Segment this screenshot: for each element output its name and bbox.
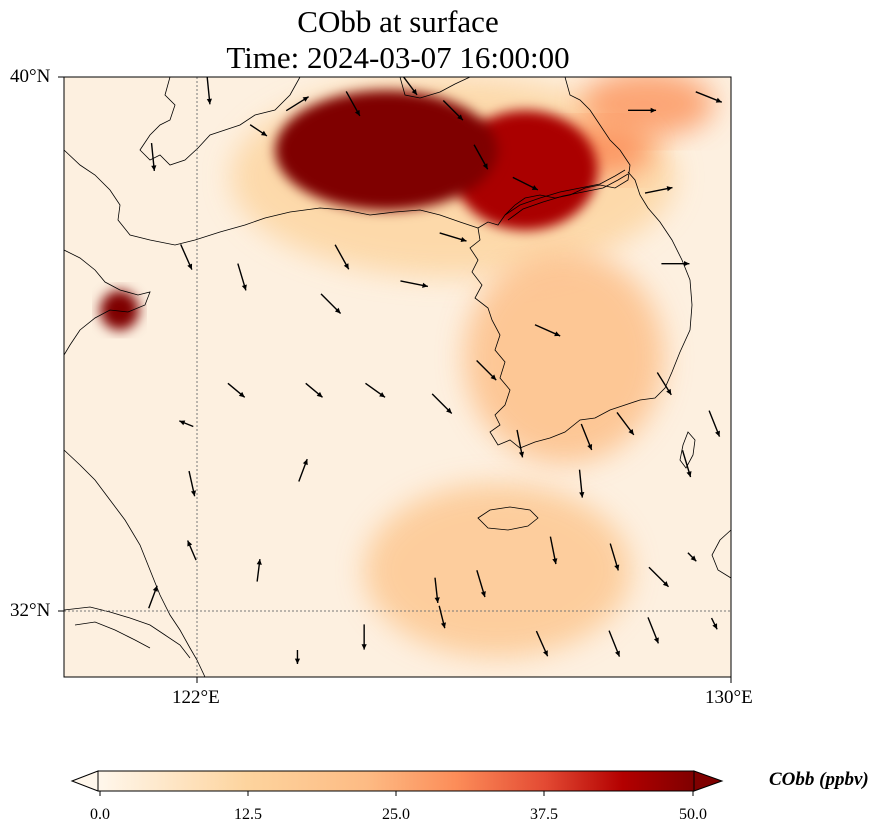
- wind-vector-arrow: [320, 293, 342, 314]
- lat-tick-label-40: 40°N: [10, 66, 51, 87]
- colorbar-tick-label: 0.0: [90, 806, 110, 823]
- dmz-boundary: [504, 169, 626, 216]
- wind-vector-arrow: [616, 412, 635, 436]
- wind-vector-arrow: [442, 100, 464, 121]
- wind-vector-arrow: [535, 630, 549, 657]
- shandong-coastline: [64, 249, 151, 356]
- gridlines: [64, 77, 731, 677]
- wind-vector-arrow: [695, 91, 723, 103]
- wind-vector-arrow: [628, 107, 657, 113]
- jiangsu-coastline: [64, 449, 206, 677]
- wind-vector-arrow: [249, 124, 268, 137]
- title-line-2: Time: 2024-03-07 16:00:00: [226, 40, 570, 75]
- axis-ticks: [58, 76, 732, 683]
- concentration-plume: [364, 483, 631, 657]
- wind-vector-arrow: [661, 261, 690, 267]
- wind-vector-arrow: [438, 605, 446, 629]
- colorbar-tick-label: 37.5: [530, 806, 558, 823]
- korea-coastline: [469, 77, 693, 449]
- wind-vector-arrow: [648, 566, 670, 588]
- wind-vector-arrow: [285, 96, 310, 112]
- concentration-field: [100, 77, 715, 657]
- wind-vector-arrow: [608, 630, 621, 657]
- liaodong-coastline: [139, 77, 301, 166]
- colorbar-extend-max: [693, 770, 724, 792]
- wind-vector-arrow: [150, 142, 157, 172]
- wind-vector-arrow: [148, 585, 158, 609]
- wind-vector-arrow: [473, 144, 489, 170]
- wind-vector-arrow: [237, 263, 247, 291]
- jeju-island: [477, 506, 539, 531]
- colorbar-tick-label: 25.0: [382, 806, 410, 823]
- wind-vector-arrow: [180, 244, 193, 270]
- kyushu-coastline: [711, 529, 731, 579]
- wind-vector-arrow: [188, 470, 197, 497]
- wind-vector-arrow: [298, 458, 308, 482]
- wind-vector-arrow: [305, 382, 323, 398]
- colorbar-gradient: [97, 770, 695, 792]
- wind-vector-arrow: [656, 372, 672, 396]
- wind-vector-arrow: [206, 77, 212, 105]
- yangtze-estuary: [64, 606, 191, 659]
- wind-vector-arrow: [580, 423, 593, 451]
- wind-vector-arrow: [345, 91, 361, 117]
- tsushima-island: [679, 431, 696, 469]
- colorbar-tick-label: 12.5: [234, 806, 262, 823]
- colorbar-label: CObb (ppbv): [769, 769, 869, 790]
- wind-vector-arrow: [227, 382, 246, 398]
- map-plot-area: [64, 77, 731, 677]
- colorbar-extend-min: [70, 770, 99, 792]
- concentration-plume: [464, 250, 665, 464]
- wind-vector-arrow: [681, 450, 692, 478]
- coastlines: [64, 77, 731, 677]
- wind-vector-arrow: [365, 382, 386, 398]
- wind-vector-arrow: [179, 420, 194, 428]
- concentration-plume: [580, 77, 715, 137]
- wind-vector-arrow: [361, 624, 367, 650]
- wind-vector-arrow: [434, 577, 440, 604]
- lon-tick-label-122: 122°E: [172, 687, 220, 708]
- bohai-coastline: [64, 149, 479, 246]
- wind-vector-arrow: [256, 559, 262, 582]
- wind-vector-arrow: [644, 186, 673, 194]
- wind-vector-arrow: [578, 469, 585, 498]
- wind-vector-arrow: [334, 244, 350, 270]
- wind-vector-arrow: [516, 429, 525, 458]
- map-frame: [63, 76, 732, 678]
- wind-vector-arrow: [400, 280, 429, 288]
- wind-vector-arrow: [647, 617, 660, 644]
- wind-vector-arrow: [402, 77, 418, 96]
- wind-vector-arrow: [534, 324, 561, 337]
- wind-vector-arrow: [476, 570, 486, 598]
- wind-vector-arrow: [687, 552, 697, 562]
- wind-vector-arrow: [609, 543, 620, 571]
- lat-tick-label-32: 32°N: [10, 600, 51, 621]
- north-coastline: [399, 77, 471, 99]
- colorbar: [70, 770, 724, 796]
- wind-vector-arrow: [439, 232, 467, 242]
- wind-vector-arrow: [476, 360, 497, 381]
- wind-vector-arrow: [710, 617, 718, 630]
- colorbar-tick-label: 50.0: [679, 806, 707, 823]
- wind-vector-arrow: [512, 176, 539, 191]
- wind-vector-arrow: [294, 650, 301, 664]
- dmz-boundary-2: [507, 173, 629, 221]
- concentration-plume: [275, 90, 498, 211]
- title-line-1: CObb at surface: [297, 4, 499, 39]
- wind-vectors: [148, 77, 723, 664]
- wind-vector-arrow: [186, 540, 197, 561]
- wind-vector-arrow: [708, 410, 721, 437]
- lon-tick-label-130: 130°E: [705, 687, 753, 708]
- wind-vector-arrow: [549, 536, 558, 565]
- wind-vector-arrow: [431, 393, 453, 414]
- concentration-plume: [100, 290, 140, 331]
